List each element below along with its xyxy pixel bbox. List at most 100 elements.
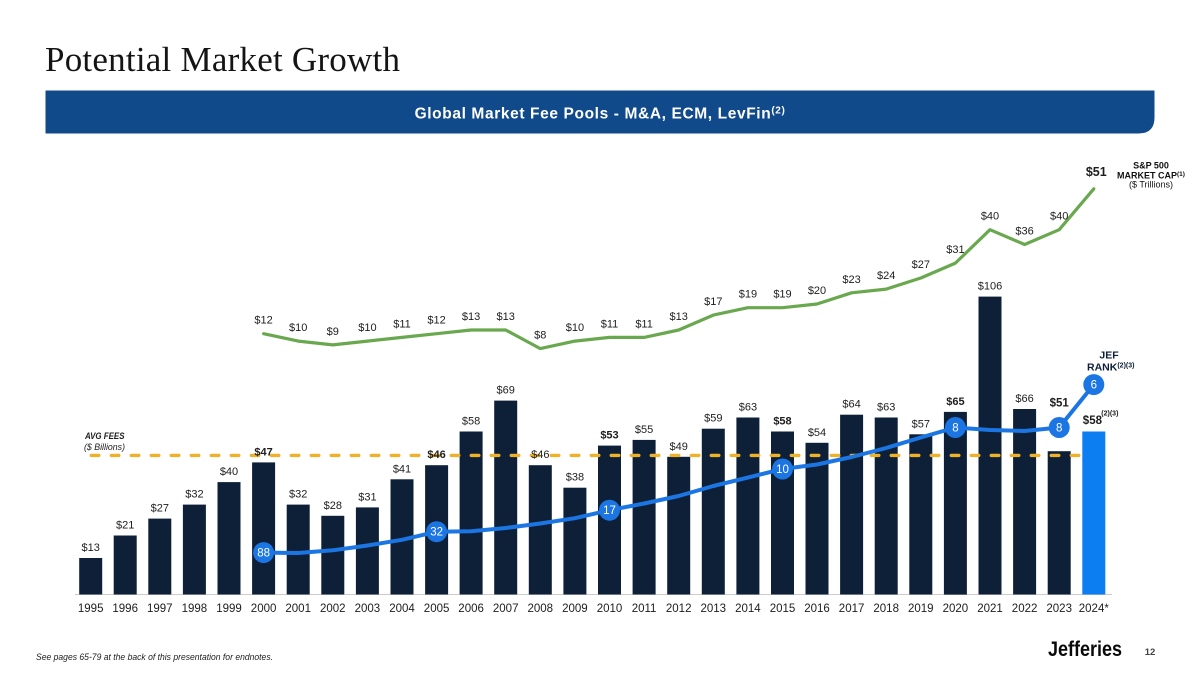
svg-text:10: 10 bbox=[776, 464, 789, 476]
svg-text:$106: $106 bbox=[978, 281, 1002, 293]
svg-text:See pages 65-79 at the back of: See pages 65-79 at the back of this pres… bbox=[36, 652, 273, 663]
svg-text:$40: $40 bbox=[1050, 211, 1068, 223]
svg-text:($ Trillions): ($ Trillions) bbox=[1129, 180, 1173, 190]
svg-text:Global Market Fee Pools - M&A,: Global Market Fee Pools - M&A, ECM, LevF… bbox=[415, 106, 786, 123]
svg-text:$38: $38 bbox=[566, 472, 584, 484]
svg-text:$64: $64 bbox=[842, 399, 860, 411]
svg-text:$13: $13 bbox=[462, 311, 480, 323]
svg-text:$23: $23 bbox=[842, 274, 860, 286]
svg-text:$55: $55 bbox=[635, 424, 653, 436]
svg-text:$58: $58 bbox=[773, 416, 791, 428]
svg-text:2010: 2010 bbox=[597, 603, 623, 615]
svg-text:$11: $11 bbox=[393, 318, 411, 330]
svg-text:$63: $63 bbox=[877, 402, 895, 414]
svg-text:17: 17 bbox=[603, 505, 616, 517]
svg-text:2012: 2012 bbox=[666, 603, 692, 615]
svg-text:$19: $19 bbox=[773, 289, 791, 301]
svg-text:$36: $36 bbox=[1015, 226, 1033, 238]
svg-text:$66: $66 bbox=[1015, 393, 1033, 405]
svg-text:$46: $46 bbox=[427, 449, 445, 461]
svg-text:$58: $58 bbox=[462, 416, 480, 428]
svg-text:1998: 1998 bbox=[182, 603, 208, 615]
svg-text:$19: $19 bbox=[739, 289, 757, 301]
svg-text:$40: $40 bbox=[220, 466, 238, 478]
svg-text:2008: 2008 bbox=[528, 603, 554, 615]
svg-text:32: 32 bbox=[430, 527, 443, 539]
svg-text:MARKET CAP(1): MARKET CAP(1) bbox=[1117, 171, 1185, 181]
svg-text:2018: 2018 bbox=[873, 603, 899, 615]
svg-text:2001: 2001 bbox=[285, 603, 311, 615]
svg-text:2021: 2021 bbox=[977, 603, 1003, 615]
svg-text:88: 88 bbox=[257, 548, 270, 560]
svg-text:Potential Market Growth: Potential Market Growth bbox=[45, 40, 401, 79]
svg-text:$58: $58 bbox=[1083, 415, 1103, 427]
svg-text:$21: $21 bbox=[116, 520, 134, 532]
svg-text:2011: 2011 bbox=[632, 603, 657, 615]
svg-text:$24: $24 bbox=[877, 270, 895, 282]
svg-text:$51: $51 bbox=[1086, 165, 1107, 179]
svg-text:$63: $63 bbox=[739, 402, 757, 414]
svg-text:$27: $27 bbox=[151, 503, 169, 515]
svg-text:$28: $28 bbox=[324, 500, 342, 512]
svg-text:2014: 2014 bbox=[735, 603, 761, 615]
svg-text:1999: 1999 bbox=[216, 603, 242, 615]
svg-text:2019: 2019 bbox=[908, 603, 934, 615]
svg-text:$10: $10 bbox=[358, 322, 376, 334]
svg-text:12: 12 bbox=[1145, 647, 1156, 658]
svg-text:$13: $13 bbox=[670, 311, 688, 323]
svg-text:$54: $54 bbox=[808, 427, 826, 439]
svg-text:2015: 2015 bbox=[770, 603, 796, 615]
svg-text:$17: $17 bbox=[704, 296, 722, 308]
svg-text:S&P 500: S&P 500 bbox=[1133, 161, 1169, 171]
svg-text:JEF: JEF bbox=[1099, 350, 1119, 362]
svg-text:2004: 2004 bbox=[389, 603, 415, 615]
svg-text:$9: $9 bbox=[327, 326, 339, 338]
svg-text:$57: $57 bbox=[912, 418, 930, 430]
svg-text:$49: $49 bbox=[670, 441, 688, 453]
svg-text:2009: 2009 bbox=[562, 603, 588, 615]
svg-text:6: 6 bbox=[1091, 380, 1097, 392]
svg-text:$46: $46 bbox=[531, 449, 549, 461]
svg-text:1997: 1997 bbox=[147, 603, 173, 615]
svg-text:1995: 1995 bbox=[78, 603, 104, 615]
svg-text:2022: 2022 bbox=[1012, 603, 1038, 615]
svg-text:(2)(3): (2)(3) bbox=[1101, 411, 1118, 418]
svg-text:AVG FEES: AVG FEES bbox=[84, 431, 125, 442]
svg-text:$51: $51 bbox=[1050, 398, 1070, 410]
svg-text:2020: 2020 bbox=[943, 603, 969, 615]
svg-text:$27: $27 bbox=[912, 259, 930, 271]
svg-text:$32: $32 bbox=[185, 489, 203, 501]
svg-text:$69: $69 bbox=[497, 385, 515, 397]
svg-text:$8: $8 bbox=[534, 330, 546, 342]
svg-text:$13: $13 bbox=[82, 542, 100, 554]
svg-text:2013: 2013 bbox=[701, 603, 727, 615]
svg-text:2023: 2023 bbox=[1046, 603, 1072, 615]
svg-text:$31: $31 bbox=[358, 491, 376, 503]
svg-text:$11: $11 bbox=[601, 318, 619, 330]
svg-text:($ Billions): ($ Billions) bbox=[84, 442, 125, 453]
svg-text:$32: $32 bbox=[289, 489, 307, 501]
svg-text:$59: $59 bbox=[704, 413, 722, 425]
svg-text:2024*: 2024* bbox=[1079, 603, 1110, 615]
svg-text:2000: 2000 bbox=[251, 603, 277, 615]
svg-text:2016: 2016 bbox=[804, 603, 830, 615]
svg-text:$20: $20 bbox=[808, 285, 826, 297]
svg-text:2006: 2006 bbox=[458, 603, 484, 615]
svg-text:$47: $47 bbox=[254, 446, 272, 458]
svg-text:$10: $10 bbox=[289, 322, 307, 334]
svg-text:2005: 2005 bbox=[424, 603, 450, 615]
svg-text:$12: $12 bbox=[254, 315, 272, 327]
svg-text:2017: 2017 bbox=[839, 603, 865, 615]
svg-text:$11: $11 bbox=[635, 318, 653, 330]
svg-text:2003: 2003 bbox=[355, 603, 381, 615]
svg-text:$13: $13 bbox=[497, 311, 515, 323]
svg-text:$53: $53 bbox=[600, 430, 618, 442]
svg-text:Jefferies: Jefferies bbox=[1048, 638, 1122, 661]
svg-text:$41: $41 bbox=[393, 463, 411, 475]
svg-text:2002: 2002 bbox=[320, 603, 346, 615]
svg-text:8: 8 bbox=[952, 423, 958, 435]
svg-text:$40: $40 bbox=[981, 211, 999, 223]
svg-text:$65: $65 bbox=[946, 396, 964, 408]
svg-text:$31: $31 bbox=[946, 244, 964, 256]
svg-text:$10: $10 bbox=[566, 322, 584, 334]
